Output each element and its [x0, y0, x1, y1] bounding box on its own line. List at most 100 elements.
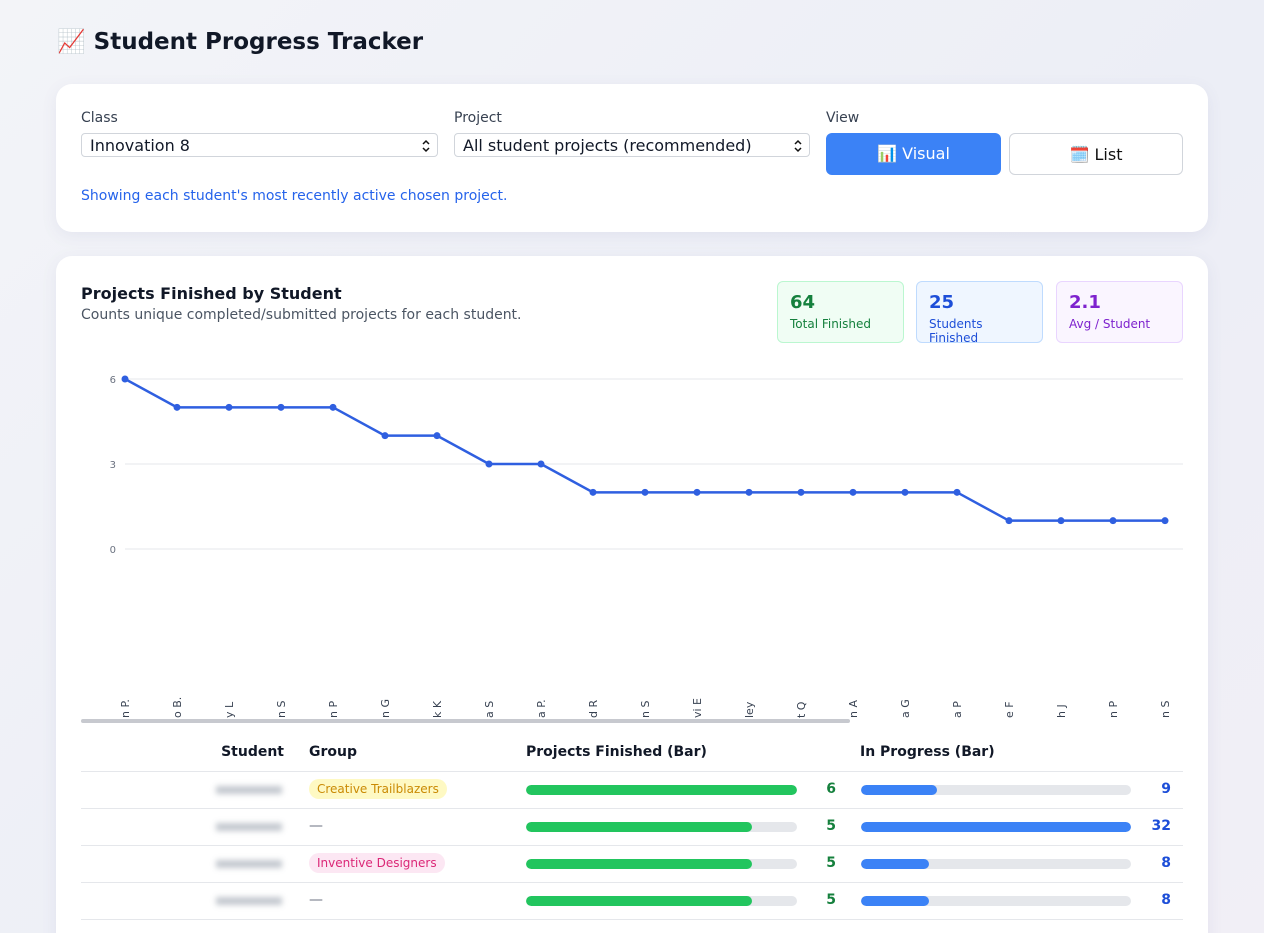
- data-point: [901, 488, 909, 496]
- x-tick-label: n S: [639, 701, 652, 718]
- data-point: [381, 432, 389, 440]
- x-tick-label: n G: [379, 699, 392, 718]
- y-tick-label: 3: [110, 460, 116, 471]
- student-name-blurred: [216, 897, 282, 905]
- data-point: [1005, 517, 1013, 525]
- finished-value: 6: [826, 781, 836, 797]
- progress-value: 8: [1161, 892, 1171, 908]
- finished-bar: [526, 822, 752, 832]
- class-select[interactable]: Innovation 8: [81, 133, 438, 157]
- x-tick-label: o B.: [171, 697, 184, 718]
- stat-value: 64: [790, 292, 816, 313]
- progress-value: 9: [1161, 781, 1171, 797]
- stat-label: Students Finished: [929, 317, 983, 345]
- data-point: [953, 488, 961, 496]
- table-header: Student: [221, 744, 284, 760]
- progress-value: 32: [1151, 818, 1171, 834]
- table-header: Group: [309, 744, 358, 760]
- project-label: Project: [454, 110, 502, 126]
- data-point: [693, 488, 701, 496]
- finished-bar: [526, 859, 752, 869]
- class-label: Class: [81, 110, 118, 126]
- x-tick-label: ley: [743, 701, 756, 718]
- line-chart: 0 3 6 n P. o B. y L n S n P n G k K a S a P. d R n S v…: [81, 375, 1183, 723]
- x-tick-label: t Q: [795, 701, 808, 718]
- x-tick-label: n P.: [119, 699, 132, 718]
- finished-bar: [526, 896, 752, 906]
- progress-track: [861, 859, 1131, 869]
- finished-bar: [526, 785, 797, 795]
- chart-card: [56, 256, 1208, 933]
- stat-box: 64 Total Finished: [777, 281, 904, 343]
- stat-box: 2.1 Avg / Student: [1056, 281, 1183, 343]
- stat-value: 2.1: [1069, 292, 1101, 313]
- progress-bar: [861, 822, 1131, 832]
- finished-value: 5: [826, 892, 836, 908]
- row-divider: [81, 882, 1183, 883]
- x-tick-label: n S: [275, 701, 288, 718]
- x-tick-label: k K: [431, 700, 444, 718]
- row-divider: [81, 845, 1183, 846]
- x-tick-label: n A: [847, 700, 860, 718]
- scrollbar[interactable]: [81, 719, 850, 723]
- data-point: [537, 460, 545, 468]
- x-tick-label: h J: [1055, 704, 1068, 718]
- group-text: —: [309, 818, 323, 834]
- x-tick-label: n P: [1107, 701, 1120, 718]
- stat-value: 25: [929, 292, 955, 313]
- data-point: [433, 432, 441, 440]
- list-button[interactable]: 🗓️ List: [1009, 133, 1183, 175]
- data-point: [1109, 517, 1117, 525]
- finished-track: [526, 859, 797, 869]
- x-tick-label: d R: [587, 700, 600, 718]
- data-point: [277, 403, 285, 411]
- visual-button[interactable]: 📊 Visual: [826, 133, 1001, 175]
- data-line: [124, 377, 1165, 522]
- progress-track: [861, 822, 1131, 832]
- x-tick-label: vi E: [691, 698, 704, 718]
- x-tick-label: y L: [223, 701, 236, 718]
- data-point: [849, 488, 857, 496]
- finished-track: [526, 785, 797, 795]
- project-select[interactable]: All student projects (recommended): [454, 133, 810, 157]
- x-tick-label: a S: [483, 701, 496, 718]
- stat-label: Total Finished: [790, 317, 871, 331]
- progress-bar: [861, 896, 929, 906]
- table-header: In Progress (Bar): [860, 744, 995, 760]
- data-point: [589, 488, 597, 496]
- progress-bar: [861, 785, 937, 795]
- y-tick-label: 0: [110, 545, 116, 556]
- finished-track: [526, 896, 797, 906]
- chart-subtitle: Counts unique completed/submitted projec…: [81, 307, 522, 323]
- data-point: [225, 403, 233, 411]
- data-point: [121, 375, 129, 383]
- x-tick-label: a G: [899, 699, 912, 718]
- student-name-blurred: [216, 860, 282, 868]
- x-tick-label: a P: [951, 701, 964, 718]
- progress-track: [861, 785, 1131, 795]
- student-name-blurred: [216, 823, 282, 831]
- progress-bar: [861, 859, 929, 869]
- data-point: [329, 403, 337, 411]
- class-value: Innovation 8: [90, 136, 190, 155]
- student-name-blurred: [216, 786, 282, 794]
- data-point: [797, 488, 805, 496]
- project-value: All student projects (recommended): [463, 136, 752, 155]
- row-divider: [81, 808, 1183, 809]
- select-arrow: [794, 139, 802, 153]
- x-tick-label: n S: [1159, 701, 1172, 718]
- x-tick-label: e F: [1003, 701, 1016, 718]
- stat-label: Avg / Student: [1069, 317, 1151, 331]
- finished-value: 5: [826, 818, 836, 834]
- group-text: —: [309, 892, 323, 908]
- finished-value: 5: [826, 855, 836, 871]
- data-point: [485, 460, 493, 468]
- progress-value: 8: [1161, 855, 1171, 871]
- data-point: [1057, 517, 1065, 525]
- finished-track: [526, 822, 797, 832]
- data-point: [641, 488, 649, 496]
- chart-title: Projects Finished by Student: [81, 284, 342, 303]
- table-header: Projects Finished (Bar): [526, 744, 707, 760]
- data-point: [745, 488, 753, 496]
